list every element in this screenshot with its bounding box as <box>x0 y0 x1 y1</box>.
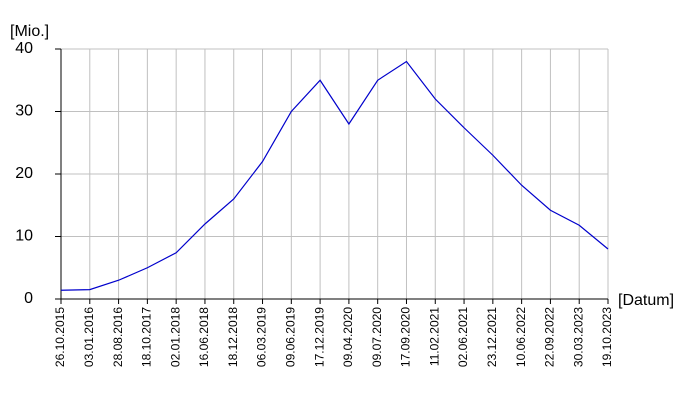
x-tick-label: 03.01.2016 <box>82 307 96 367</box>
x-tick-label: 09.07.2020 <box>370 307 384 367</box>
x-tick-label: 23.12.2021 <box>485 307 499 367</box>
x-tick-label: 17.09.2020 <box>399 307 413 367</box>
y-axis-label: [Mio.] <box>10 23 49 40</box>
x-tick-label: 09.06.2019 <box>283 307 297 367</box>
x-tick-label: 30.03.2023 <box>571 307 585 367</box>
x-axis-label: [Datum] <box>618 292 674 309</box>
data-line <box>60 60 609 291</box>
x-tick-label: 17.12.2019 <box>312 307 326 367</box>
x-tick-label: 02.01.2018 <box>168 307 182 367</box>
x-tick-label: 06.03.2019 <box>255 307 269 367</box>
x-tick-label: 19.10.2023 <box>600 307 614 367</box>
x-tick-label: 26.10.2015 <box>53 307 67 367</box>
y-tick-label: 10 <box>15 228 33 245</box>
y-tick-label: 20 <box>15 165 33 182</box>
x-tick-label: 02.06.2021 <box>456 307 470 367</box>
x-tick-label: 28.08.2016 <box>111 307 125 367</box>
y-tick-label: 40 <box>15 40 33 57</box>
x-tick-label: 16.06.2018 <box>197 307 211 367</box>
x-tick-label: 10.06.2022 <box>514 307 528 367</box>
x-tick-label: 18.12.2018 <box>226 307 240 367</box>
y-tick-label: 0 <box>24 290 33 307</box>
x-tick-label: 09.04.2020 <box>341 307 355 367</box>
x-tick-label: 11.02.2021 <box>427 307 441 366</box>
y-tick-label: 30 <box>15 103 33 120</box>
x-tick-label: 18.10.2017 <box>140 307 154 367</box>
x-tick-label: 22.09.2022 <box>543 307 557 367</box>
